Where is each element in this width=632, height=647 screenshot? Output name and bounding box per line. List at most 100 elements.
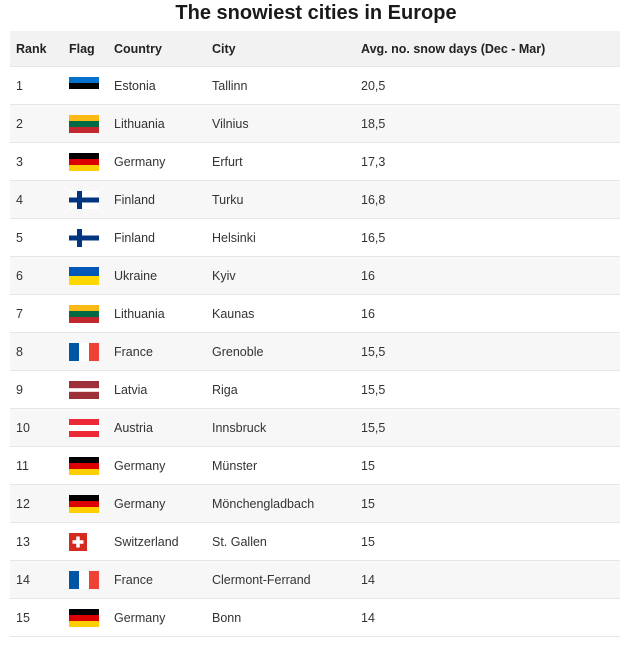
flag-cell [69, 256, 114, 295]
table-row: 1 Estonia Tallinn 20,5 [10, 66, 620, 105]
table-row: 5 Finland Helsinki 16,5 [10, 218, 620, 257]
table-row: 14 France Clermont-Ferrand 14 [10, 560, 620, 599]
flag-cell [69, 484, 114, 523]
table-row: 15 Germany Bonn 14 [10, 598, 620, 637]
snow-days-cell: 16,8 [361, 180, 620, 219]
flag-cell [69, 332, 114, 371]
country-cell: Estonia [114, 66, 212, 105]
header-country: Country [114, 31, 212, 67]
city-cell: Münster [212, 446, 361, 485]
rank-cell: 15 [10, 598, 69, 637]
flag-cell [69, 294, 114, 333]
flag-cell [69, 408, 114, 447]
flag-cell [69, 522, 114, 561]
rank-cell: 12 [10, 484, 69, 523]
snow-days-cell: 16 [361, 294, 620, 333]
country-cell: Germany [114, 142, 212, 181]
table-row: 11 Germany Münster 15 [10, 446, 620, 485]
city-cell: Mönchengladbach [212, 484, 361, 523]
header-row: Rank Flag Country City Avg. no. snow day… [10, 31, 620, 67]
snow-days-cell: 14 [361, 598, 620, 637]
header-rank: Rank [10, 31, 69, 67]
germany-flag-icon [69, 456, 99, 475]
snow-days-cell: 17,3 [361, 142, 620, 181]
table-row: 10 Austria Innsbruck 15,5 [10, 408, 620, 447]
flag-cell [69, 370, 114, 409]
table-row: 7 Lithuania Kaunas 16 [10, 294, 620, 333]
rank-cell: 11 [10, 446, 69, 485]
city-cell: Vilnius [212, 104, 361, 143]
snow-days-cell: 15,5 [361, 332, 620, 371]
rank-cell: 8 [10, 332, 69, 371]
rank-cell: 6 [10, 256, 69, 295]
header-city: City [212, 31, 361, 67]
flag-cell [69, 598, 114, 637]
flag-cell [69, 446, 114, 485]
germany-flag-icon [69, 608, 99, 627]
flag-cell [69, 104, 114, 143]
country-cell: Austria [114, 408, 212, 447]
city-cell: Kaunas [212, 294, 361, 333]
snow-days-cell: 16,5 [361, 218, 620, 257]
snow-table: Rank Flag Country City Avg. no. snow day… [10, 31, 620, 637]
table-row: 4 Finland Turku 16,8 [10, 180, 620, 219]
rank-cell: 3 [10, 142, 69, 181]
rank-cell: 14 [10, 560, 69, 599]
flag-cell [69, 142, 114, 181]
lithuania-flag-icon [69, 114, 99, 133]
country-cell: Switzerland [114, 522, 212, 561]
austria-flag-icon [69, 418, 99, 437]
table-row: 6 Ukraine Kyiv 16 [10, 256, 620, 295]
flag-cell [69, 218, 114, 257]
table-row: 12 Germany Mönchengladbach 15 [10, 484, 620, 523]
city-cell: Innsbruck [212, 408, 361, 447]
flag-cell [69, 180, 114, 219]
city-cell: Clermont-Ferrand [212, 560, 361, 599]
lithuania-flag-icon [69, 304, 99, 323]
rank-cell: 4 [10, 180, 69, 219]
rank-cell: 9 [10, 370, 69, 409]
city-cell: Riga [212, 370, 361, 409]
table-row: 13 Switzerland St. Gallen 15 [10, 522, 620, 561]
snow-days-cell: 15 [361, 446, 620, 485]
country-cell: Germany [114, 484, 212, 523]
france-flag-icon [69, 570, 99, 589]
header-snow-days: Avg. no. snow days (Dec - Mar) [361, 31, 620, 67]
ukraine-flag-icon [69, 266, 99, 285]
snow-days-cell: 14 [361, 560, 620, 599]
city-cell: Kyiv [212, 256, 361, 295]
country-cell: France [114, 332, 212, 371]
rank-cell: 1 [10, 66, 69, 105]
chart-title: The snowiest cities in Europe [175, 2, 457, 24]
header-flag: Flag [69, 31, 114, 67]
country-cell: Ukraine [114, 256, 212, 295]
country-cell: Latvia [114, 370, 212, 409]
latvia-flag-icon [69, 380, 99, 399]
city-cell: Turku [212, 180, 361, 219]
flag-cell [69, 560, 114, 599]
snow-days-cell: 15,5 [361, 408, 620, 447]
rank-cell: 5 [10, 218, 69, 257]
country-cell: Germany [114, 446, 212, 485]
snow-days-cell: 15 [361, 522, 620, 561]
switzerland-flag-icon [69, 532, 87, 551]
city-cell: Erfurt [212, 142, 361, 181]
snow-days-cell: 15 [361, 484, 620, 523]
germany-flag-icon [69, 494, 99, 513]
finland-flag-icon [69, 190, 99, 209]
rank-cell: 13 [10, 522, 69, 561]
city-cell: Tallinn [212, 66, 361, 105]
table-row: 8 France Grenoble 15,5 [10, 332, 620, 371]
snow-days-cell: 15,5 [361, 370, 620, 409]
city-cell: Bonn [212, 598, 361, 637]
country-cell: Lithuania [114, 294, 212, 333]
country-cell: Finland [114, 218, 212, 257]
country-cell: Finland [114, 180, 212, 219]
france-flag-icon [69, 342, 99, 361]
city-cell: Helsinki [212, 218, 361, 257]
rank-cell: 7 [10, 294, 69, 333]
country-cell: France [114, 560, 212, 599]
finland-flag-icon [69, 228, 99, 247]
rank-cell: 10 [10, 408, 69, 447]
country-cell: Germany [114, 598, 212, 637]
